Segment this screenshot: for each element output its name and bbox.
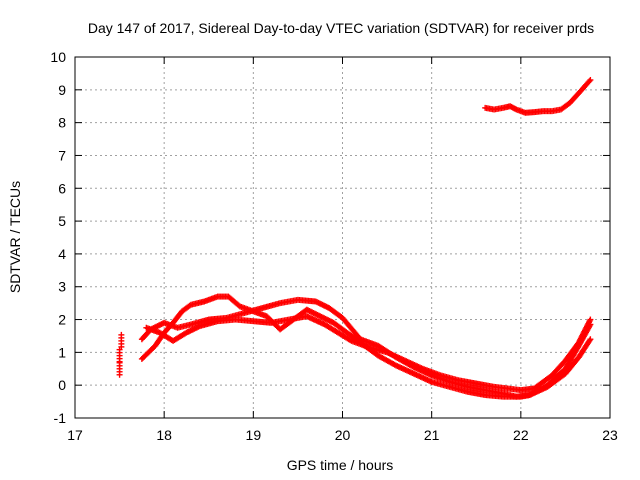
y-tick-label: 3 — [58, 279, 66, 295]
x-tick-label: 22 — [513, 427, 529, 443]
x-tick-label: 19 — [246, 427, 262, 443]
y-tick-label: 1 — [58, 344, 66, 360]
x-tick-label: 20 — [335, 427, 351, 443]
grid — [75, 57, 610, 418]
data-point-band-a — [587, 336, 594, 343]
data-point-early-fragments — [118, 343, 125, 350]
data-point-band-a — [586, 337, 593, 344]
x-tick-label: 18 — [156, 427, 172, 443]
y-tick-label: 5 — [58, 213, 66, 229]
x-tick-label: 21 — [424, 427, 440, 443]
data-point-band-c — [587, 316, 594, 323]
x-axis-label: GPS time / hours — [287, 457, 394, 473]
data-point-upper-band — [586, 78, 593, 85]
data-point-upper-band — [587, 76, 594, 83]
y-tick-label: 6 — [58, 180, 66, 196]
y-tick-label: 9 — [58, 82, 66, 98]
y-tick-label: 7 — [58, 147, 66, 163]
y-tick-label: 4 — [58, 246, 66, 262]
y-tick-label: 2 — [58, 312, 66, 328]
y-tick-label: 0 — [58, 377, 66, 393]
data-points — [116, 76, 594, 400]
y-tick-label: 10 — [50, 49, 66, 65]
x-tick-label: 23 — [602, 427, 618, 443]
y-tick-label: -1 — [54, 410, 67, 426]
data-point-early-fragments — [116, 358, 123, 365]
y-axis-label: SDTVAR / TECUs — [7, 181, 23, 293]
y-tick-label: 8 — [58, 115, 66, 131]
x-tick-label: 17 — [67, 427, 83, 443]
chart-title: Day 147 of 2017, Sidereal Day-to-day VTE… — [88, 20, 594, 36]
data-point-early-fragments — [116, 371, 123, 378]
